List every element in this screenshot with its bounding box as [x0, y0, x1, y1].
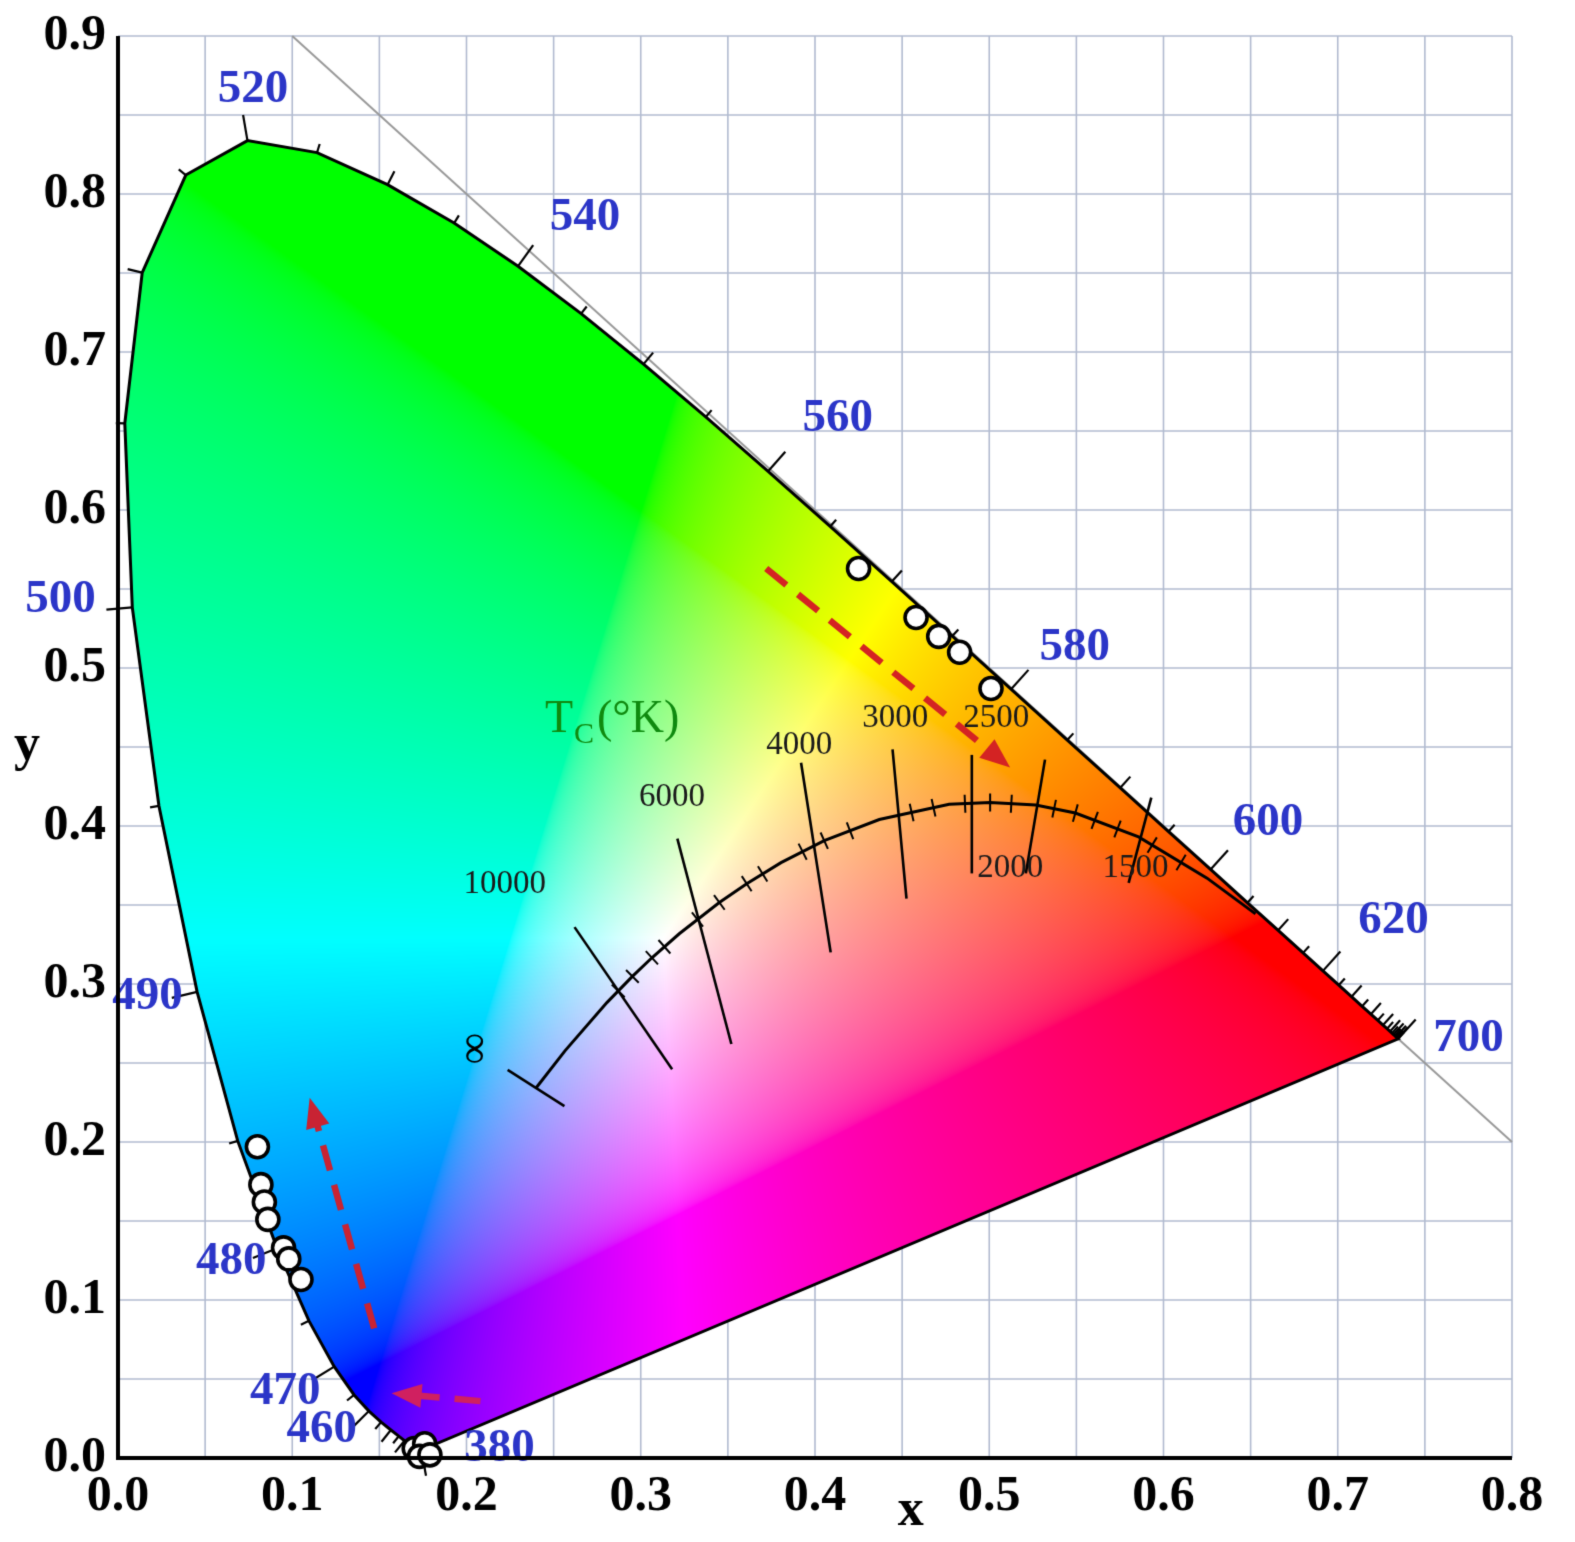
- chromaticity-chart-canvas: [0, 0, 1575, 1542]
- cie-chromaticity-diagram: [0, 0, 1575, 1542]
